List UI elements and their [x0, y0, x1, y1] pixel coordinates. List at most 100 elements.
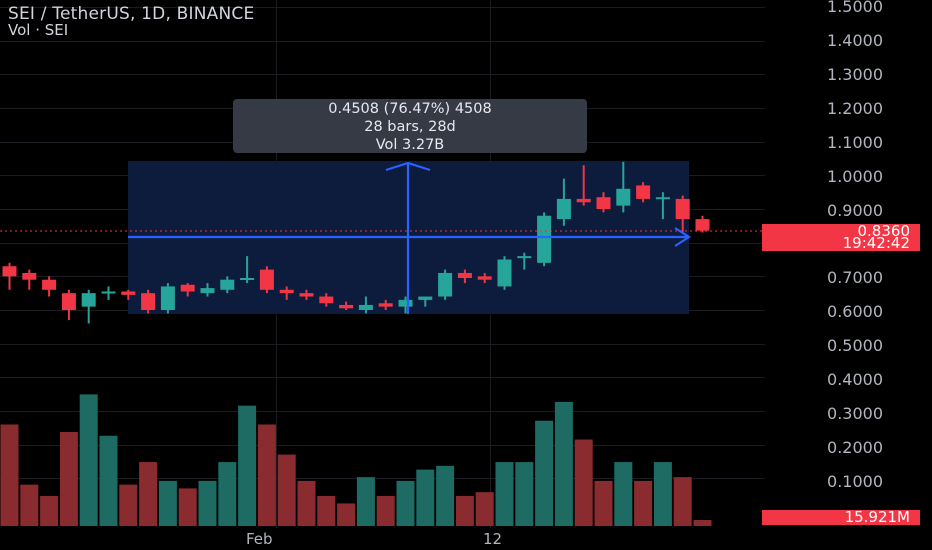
price-label: 0.2000	[827, 438, 883, 457]
candle-body	[81, 293, 96, 307]
time-label: Feb	[246, 530, 273, 548]
volume-bar	[475, 492, 494, 526]
volume-bar	[554, 401, 573, 526]
candle-body	[180, 284, 195, 292]
bar-countdown-badge: 19:42:42	[762, 236, 920, 251]
volume-bar	[693, 519, 712, 526]
volume-bar	[356, 477, 375, 526]
candle-body	[141, 293, 156, 310]
volume-bar	[277, 454, 296, 526]
candle-body	[556, 198, 571, 220]
candle-body	[259, 269, 274, 290]
candle-body	[160, 286, 175, 310]
volume-bar	[158, 480, 177, 526]
volume-bar	[0, 424, 19, 526]
current-price-badge: 0.8360	[762, 224, 920, 239]
time-label: 12	[483, 530, 503, 548]
price-label: 0.3000	[827, 404, 883, 423]
candlestick-series	[2, 161, 710, 324]
candle-body	[220, 279, 235, 290]
candle-body	[655, 197, 670, 200]
candle-body	[438, 272, 453, 297]
price-label: 1.0000	[827, 167, 883, 186]
candle-body	[101, 291, 116, 294]
measure-volume: Vol 3.27B	[375, 137, 445, 153]
candle-body	[675, 198, 690, 220]
volume-bar	[79, 394, 98, 526]
candle-body	[457, 272, 472, 279]
volume-bar	[673, 477, 692, 526]
volume-bar	[455, 495, 474, 526]
volume-bar	[614, 462, 633, 526]
price-label: 0.7000	[827, 268, 883, 287]
candle-body	[477, 276, 492, 280]
price-label: 1.3000	[827, 65, 883, 84]
price-label: 0.6000	[827, 302, 883, 321]
volume-bar	[634, 480, 653, 526]
volume-bar	[337, 503, 356, 526]
volume-bar	[535, 420, 554, 526]
candle-body	[22, 272, 37, 280]
volume-bar	[376, 495, 395, 526]
candle-body	[319, 296, 334, 304]
price-label: 0.9000	[827, 201, 883, 220]
volume-bar	[653, 462, 672, 526]
volume-bar	[40, 495, 59, 526]
volume-bar	[198, 480, 217, 526]
volume-bar	[59, 432, 78, 526]
candle-body	[418, 296, 433, 300]
volume-bar	[594, 480, 613, 526]
candle-body	[378, 303, 393, 307]
price-label: 1.5000	[827, 0, 883, 16]
volume-bar	[436, 465, 455, 526]
candle-body	[299, 293, 314, 297]
volume-bar	[99, 435, 118, 526]
candle-body	[596, 197, 611, 209]
measure-change: 0.4508 (76.47%) 4508	[328, 101, 492, 117]
measure-bars: 28 bars, 28d	[364, 119, 456, 135]
volume-bar	[257, 424, 276, 526]
volume-bar	[317, 495, 336, 526]
candle-body	[497, 259, 512, 287]
candle-body	[616, 188, 631, 206]
volume-indicator-label: Vol · SEI	[8, 21, 69, 39]
volume-bar	[574, 439, 593, 526]
price-label: 1.2000	[827, 99, 883, 118]
candle-body	[636, 185, 651, 199]
candle-body	[695, 219, 710, 231]
candle-body	[517, 256, 532, 259]
candle-body	[339, 304, 354, 309]
candle-body	[42, 279, 57, 290]
volume-bar	[416, 469, 435, 526]
price-label: 1.4000	[827, 31, 883, 50]
measure-tooltip: 0.4508 (76.47%) 4508 28 bars, 28d Vol 3.…	[233, 99, 587, 153]
volume-bars	[0, 394, 712, 526]
candle-body	[576, 198, 591, 203]
volume-bar	[238, 405, 257, 526]
candle-body	[61, 293, 76, 310]
volume-bar	[20, 484, 39, 526]
candle-body	[279, 289, 294, 294]
candle-body	[200, 288, 215, 294]
candle-body	[121, 291, 136, 295]
candle-body	[2, 266, 17, 277]
volume-bar	[297, 480, 316, 526]
volume-bar	[218, 462, 237, 526]
candle-body	[240, 278, 255, 281]
candle-body	[358, 304, 373, 310]
volume-bar	[119, 484, 138, 526]
candle-body	[398, 299, 413, 307]
volume-bar	[396, 480, 415, 526]
price-label: 1.1000	[827, 133, 883, 152]
volume-bar	[495, 462, 514, 526]
volume-value-badge: 15.921M	[762, 510, 920, 525]
measure-arrows	[128, 161, 692, 314]
symbol-title: SEI / TetherUS, 1D, BINANCE	[8, 4, 255, 24]
candle-body	[537, 215, 552, 263]
price-label: 0.4000	[827, 370, 883, 389]
price-label: 0.5000	[827, 336, 883, 355]
volume-bar	[515, 462, 534, 526]
volume-bar	[139, 462, 158, 526]
price-label: 0.1000	[827, 472, 883, 491]
